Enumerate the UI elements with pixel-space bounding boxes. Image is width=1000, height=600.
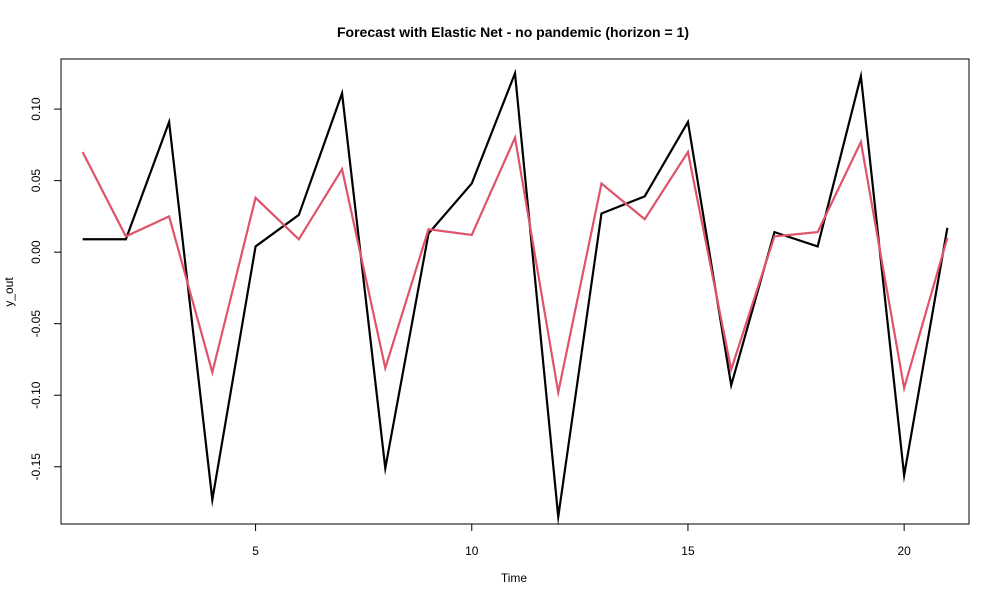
y-axis: -0.15 -0.10 -0.05 0.00 0.05 0.10 [29,97,61,480]
x-tick-label: 15 [681,544,695,558]
y-tick-label: 0.05 [29,169,43,193]
y-tick-label: -0.15 [29,453,43,481]
x-tick-label: 5 [252,544,259,558]
x-axis-label: Time [501,571,528,585]
plot-area-frame [60,58,970,525]
y-tick-label: -0.05 [29,310,43,338]
y-axis-label: y_out [2,277,16,307]
x-tick-label: 20 [897,544,911,558]
series-line-forecast [81,133,949,399]
x-axis: 5 10 15 20 [252,524,911,558]
y-tick-label: 0.10 [29,97,43,121]
series-line-actual [82,68,949,527]
y-tick-label: 0.00 [29,240,43,264]
y-tick-label: -0.10 [29,381,43,409]
chart-title: Forecast with Elastic Net - no pandemic … [337,24,689,40]
series-layer [81,68,949,527]
x-tick-label: 10 [465,544,479,558]
